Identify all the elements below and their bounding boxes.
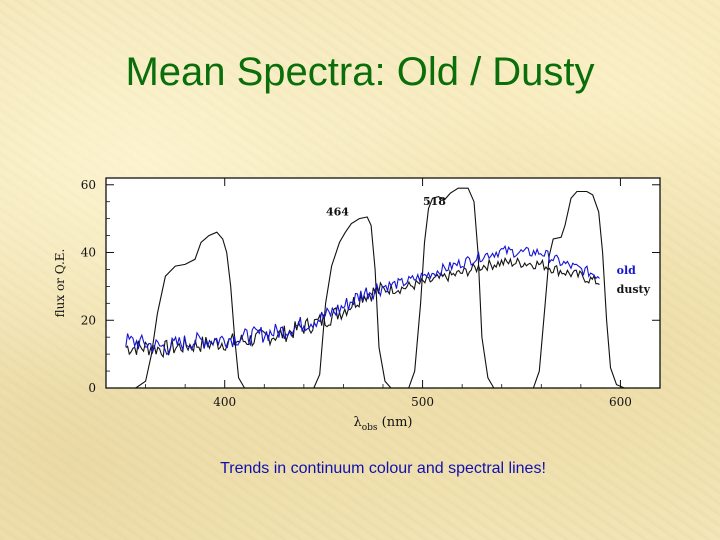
y-tick-label: 20 [81,313,96,327]
y-axis-label: flux or Q.E. [53,249,67,318]
plot-area [105,177,661,389]
filter-curve [135,231,245,389]
filter-curve [408,187,495,389]
legend-label-old: old [617,264,637,277]
y-tick-label: 0 [88,381,96,395]
x-axis-label: λobs (nm) [353,415,412,433]
filter-annotation: 518 [423,195,446,208]
legend-label-dusty: dusty [617,283,651,296]
series-line-old [125,244,600,356]
x-tick-label: 500 [411,395,434,409]
filter-curves [135,187,625,389]
x-tick-label: 400 [213,395,236,409]
x-tick-label: 600 [609,395,632,409]
y-tick-label: 60 [81,178,96,192]
chart-labels: flux or Q.E. λobs (nm) 464 518 old dusty [53,195,651,433]
y-tick-label: 40 [81,246,96,260]
filter-annotation: 464 [326,205,349,218]
slide-title: Mean Spectra: Old / Dusty [125,50,595,94]
spectrum-lines [125,244,600,359]
filter-curve [532,190,625,389]
spectra-chart: 400 500 600 0 20 40 60 flux or Q.E. λobs (nm) 46… [53,177,661,433]
slide-caption: Trends in continuum colour and spectral … [220,460,546,477]
filter-curve [313,216,392,389]
axis-ticks: 400 500 600 0 20 40 60 [81,178,661,409]
plot-frame [105,177,661,389]
